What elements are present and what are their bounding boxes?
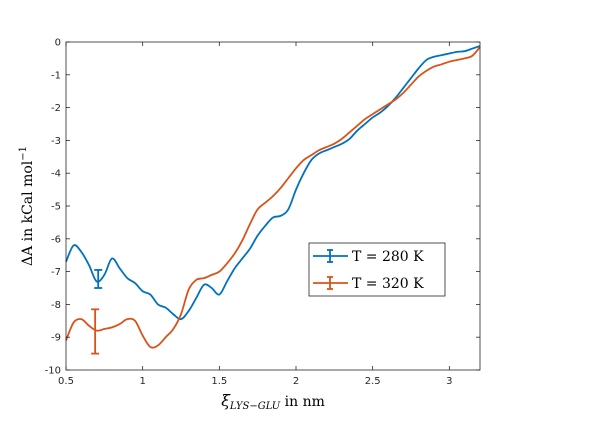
y-tick-label: -1 [51, 70, 61, 81]
series-layer [65, 45, 481, 355]
y-axis-label-superscript: −1 [18, 146, 29, 161]
x-axis: 0.5 1 1.5 2 2.5 3 [58, 42, 453, 387]
y-tick-label: 0 [55, 38, 61, 49]
y-tick-label: -4 [51, 169, 61, 180]
y-tick-label: -2 [51, 103, 61, 114]
y-tick-label: -10 [45, 366, 61, 377]
x-tick-label: 0.5 [58, 376, 74, 387]
y-axis: 0 -1 -2 -3 -4 -5 -6 -7 -8 -9 -10 [45, 38, 480, 377]
x-tick-label: 2 [293, 376, 299, 387]
y-tick-label: -6 [51, 234, 61, 245]
y-tick-label: -5 [51, 202, 61, 213]
x-tick-label: 2.5 [365, 376, 381, 387]
y-tick-label: -9 [51, 333, 61, 344]
legend-label-280: T = 280 K [352, 249, 424, 265]
y-tick-label: -7 [51, 267, 61, 278]
series-line-1 [65, 46, 481, 349]
x-tick-label: 3 [446, 376, 452, 387]
legend-box [308, 242, 446, 297]
legend-entry-320: T = 320 K [313, 276, 424, 292]
legend-label-320: T = 320 K [352, 276, 424, 292]
y-tick-label: -3 [51, 136, 61, 147]
x-axis-label-symbol: ξ [221, 391, 231, 410]
x-tick-label: 1.5 [211, 376, 227, 387]
x-axis-label-unit: in nm [280, 394, 325, 410]
legend: T = 280 K T = 320 K [308, 242, 446, 297]
x-tick-label: 1 [139, 376, 145, 387]
y-axis-label-main: ΔA in kCal mol [20, 160, 36, 266]
x-axis-label: ξLYS−GLU in nm [221, 391, 325, 412]
y-tick-label: -8 [51, 300, 61, 311]
y-axis-label: ΔA in kCal mol−1 [18, 146, 36, 266]
plot-area-background [66, 42, 480, 370]
legend-entry-280: T = 280 K [313, 249, 424, 265]
x-axis-label-subscript: LYS−GLU [229, 401, 281, 412]
series-line-0 [65, 45, 481, 321]
